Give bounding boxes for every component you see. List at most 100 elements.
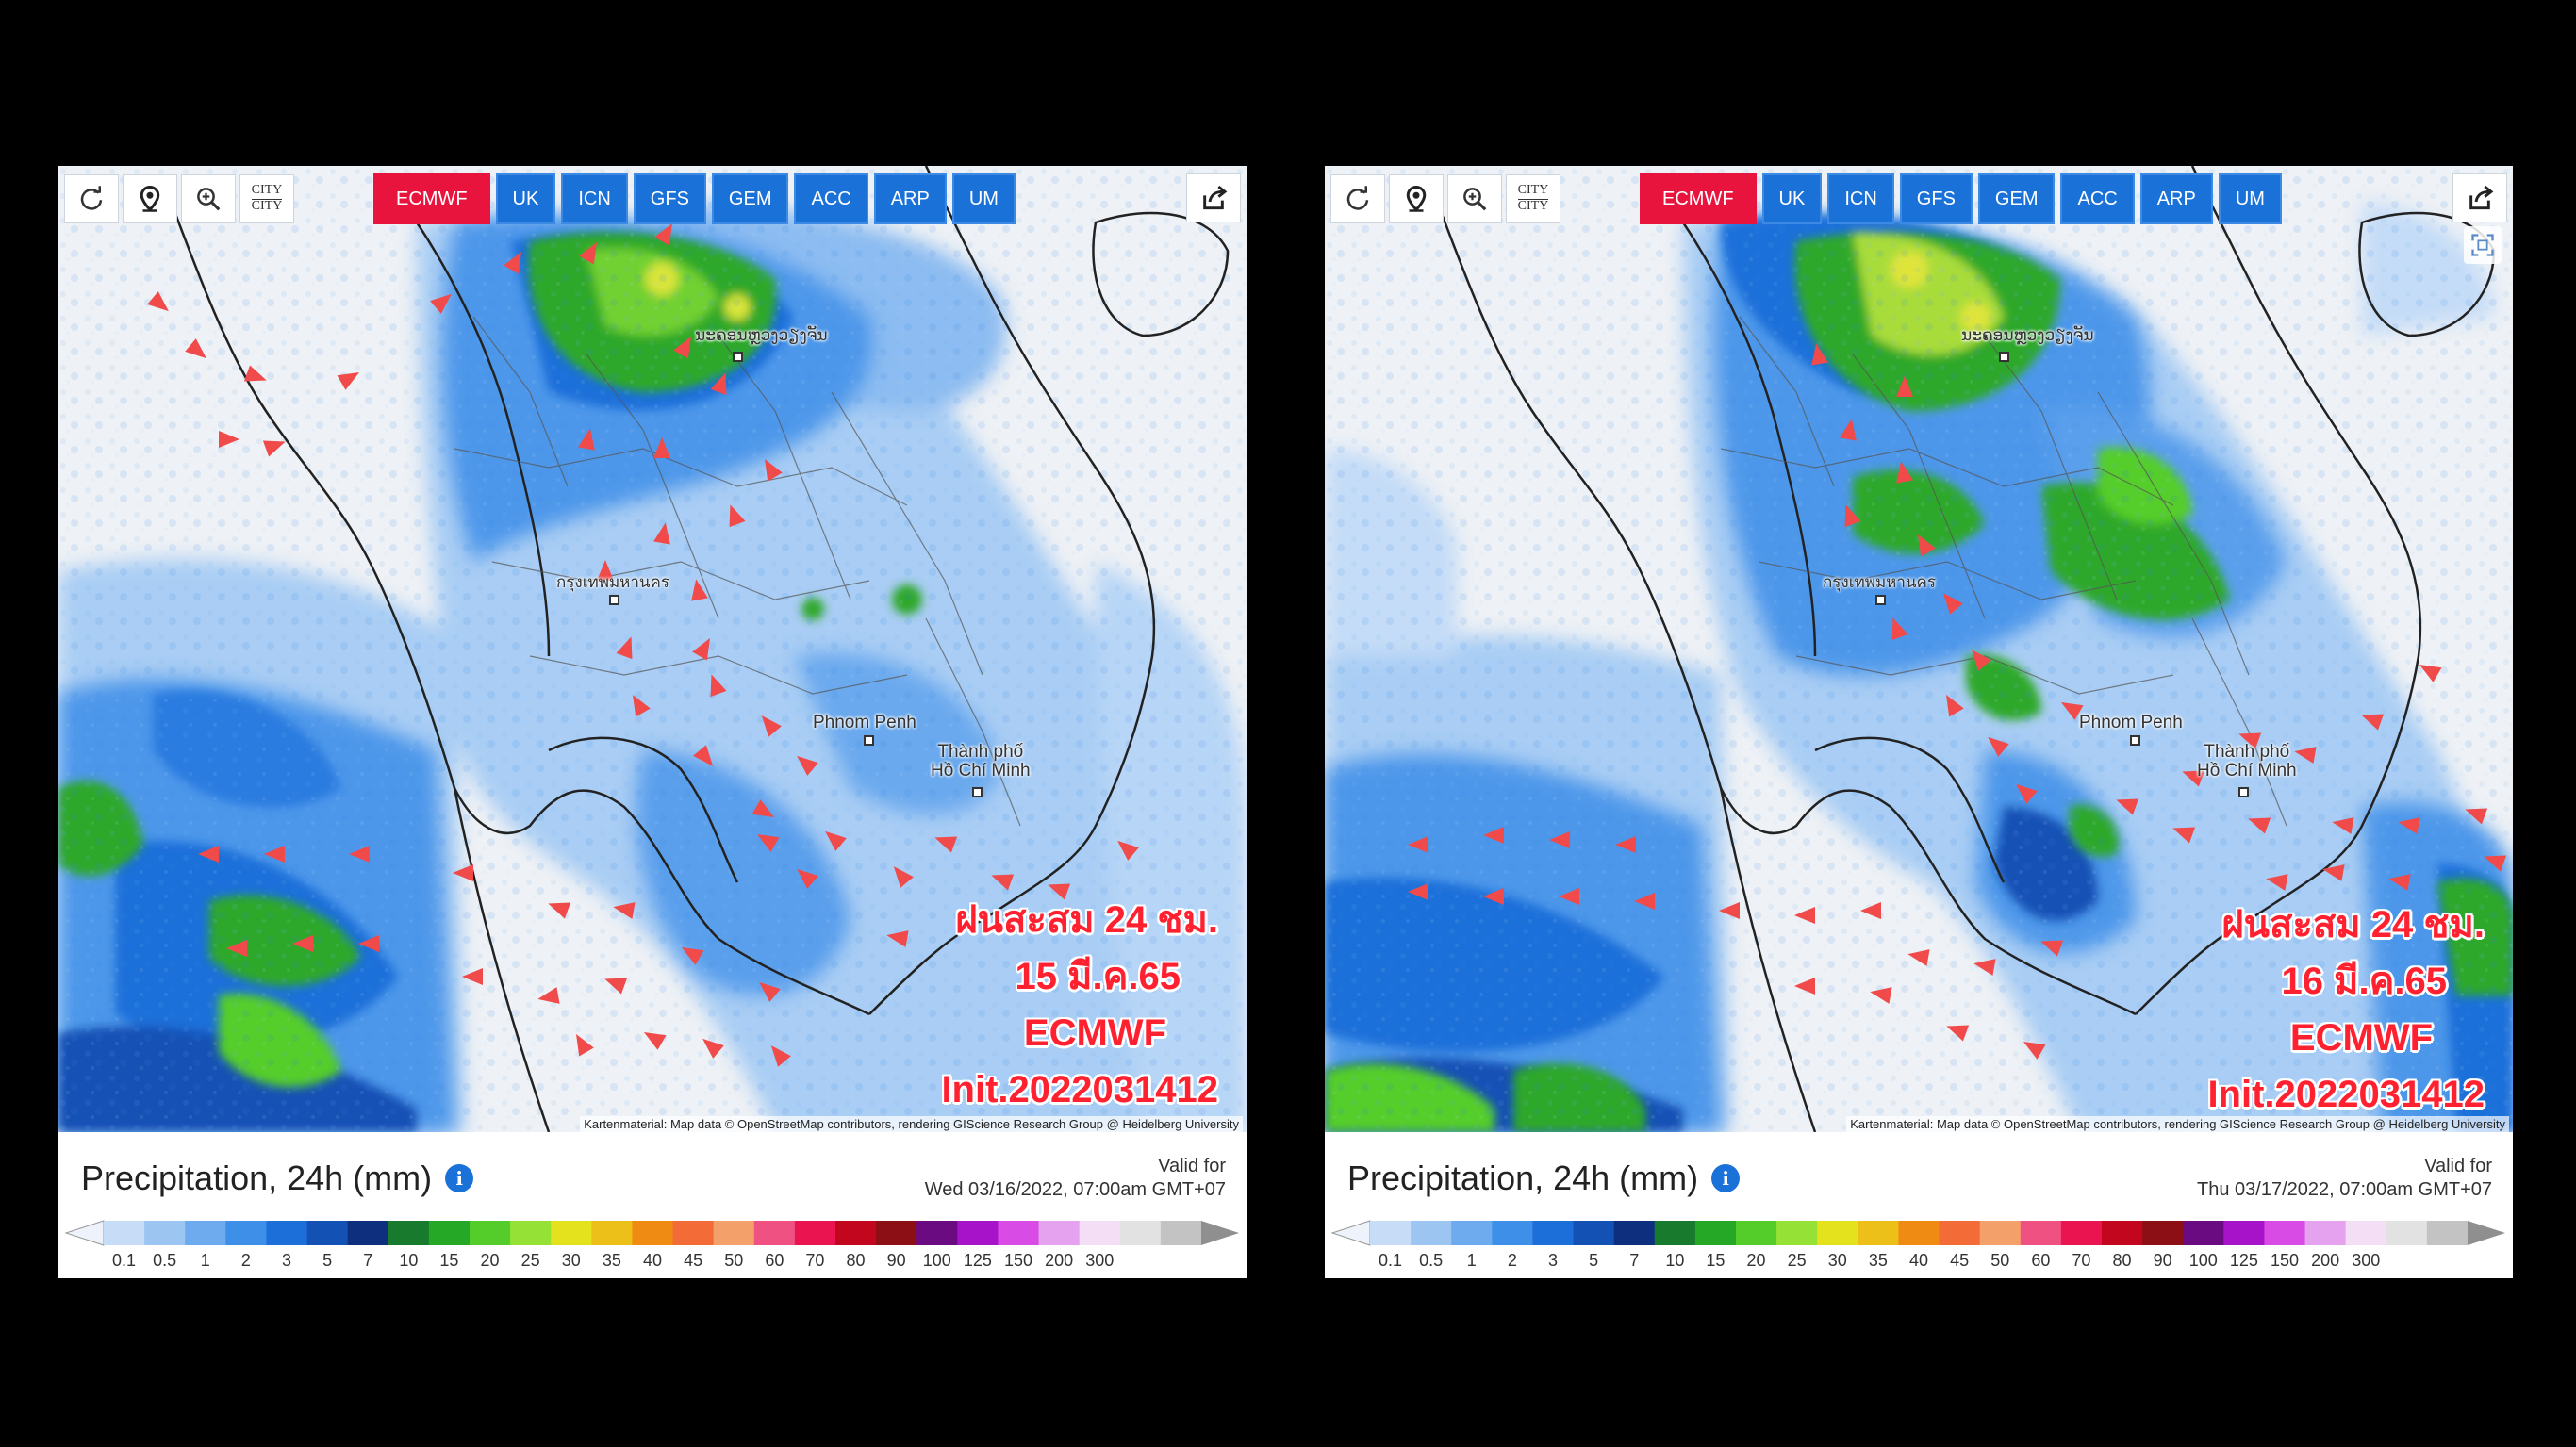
scale-swatch: [835, 1221, 877, 1245]
city-toggle-button[interactable]: CITY CITY: [239, 174, 294, 223]
zoom-in-icon: [1463, 188, 1487, 211]
zoom-button[interactable]: [1447, 174, 1502, 223]
scale-tick-label: 200: [1045, 1251, 1073, 1270]
color-scale: 0.1 0.5 1 2 3 5 7 10 15 20 25 30 35 40 45 50 60 70 80 90 100…: [1330, 1220, 2505, 1270]
legend-title: Precipitation, 24h (mm): [1347, 1159, 1699, 1197]
city-markers: [1875, 352, 2249, 797]
city-label-hcm-line1: Thành phố: [937, 742, 1024, 762]
refresh-icon: [1346, 186, 1369, 210]
scale-tick-label: 0.1: [1379, 1251, 1402, 1270]
scale-tick-label: 35: [1869, 1251, 1888, 1270]
wind-arrows: [1408, 343, 2507, 1060]
city-label-ho-chi-minh: Thành phố Hồ Chí Minh: [931, 743, 1031, 781]
scale-swatch: [1038, 1221, 1081, 1245]
location-pin-icon: [140, 185, 160, 212]
tab-acc[interactable]: ACC: [2060, 173, 2135, 224]
scale-swatch: [1736, 1221, 1777, 1245]
scale-swatch: [1858, 1221, 1899, 1245]
scale-tick-label: 3: [1548, 1251, 1558, 1270]
tab-ecmwf[interactable]: ECMWF: [1640, 173, 1757, 224]
scale-swatch: [672, 1221, 715, 1245]
scale-tick-label: 1: [201, 1251, 210, 1270]
scale-tick-label: 20: [481, 1251, 500, 1270]
fullscreen-button[interactable]: [2464, 226, 2502, 264]
refresh-button[interactable]: [64, 174, 119, 223]
tab-gem[interactable]: GEM: [711, 173, 789, 224]
scale-swatch: [794, 1221, 836, 1245]
city-label-bangkok: กรุงเทพมหานคร: [1823, 573, 1937, 591]
annotation-title: ฝนสะสม 24 ชม.: [2221, 904, 2485, 945]
scale-swatch: [2142, 1221, 2184, 1245]
city-label-phnom-penh: Phnom Penh: [813, 713, 916, 732]
model-tabs: ECMWF UK ICN GFS GEM ACC ARP UM: [1640, 173, 2282, 224]
color-scale: 0.1 0.5 1 2 3 5 7 10 15 20 25 30 35 40 45 50 60 70 80 90 100…: [64, 1220, 1239, 1270]
share-button[interactable]: [1186, 173, 1241, 222]
scale-swatch: [2304, 1221, 2347, 1245]
scale-swatch: [998, 1221, 1040, 1245]
refresh-button[interactable]: [1330, 174, 1385, 223]
tab-arp[interactable]: ARP: [873, 173, 947, 224]
valid-for-label: Valid for: [1158, 1156, 1226, 1176]
map-toolbar: CITY CITY ECMWF UK ICN GFS GEM ACC ARP UM: [1330, 170, 2282, 228]
scale-tick-label: 50: [1990, 1251, 2009, 1270]
scale-swatch: [1654, 1221, 1696, 1245]
tab-ecmwf[interactable]: ECMWF: [373, 173, 490, 224]
scale-swatch: [347, 1221, 389, 1245]
forecast-annotation: ฝนสะสม 24 ชม. 15 มี.ค.65 ECMWF Init.2022…: [941, 892, 1218, 1118]
scale-swatch: [2060, 1221, 2103, 1245]
scale-tick-label: 300: [1085, 1251, 1114, 1270]
expand-icon: [2471, 234, 2494, 256]
location-button[interactable]: [123, 174, 177, 223]
scale-swatch: [1160, 1221, 1202, 1245]
city-label-hcm-line2: Hồ Chí Minh: [2197, 761, 2297, 781]
valid-for-label: Valid for: [2424, 1156, 2492, 1176]
scale-min-arrow: [64, 1220, 105, 1246]
scale-tick-label: 50: [724, 1251, 743, 1270]
share-button[interactable]: [2452, 173, 2507, 222]
scale-swatch: [876, 1221, 917, 1245]
precipitation-legend: Precipitation, 24h (mm) i Valid for Thu …: [1325, 1132, 2513, 1278]
tab-uk[interactable]: UK: [1761, 173, 1823, 224]
tab-gfs[interactable]: GFS: [633, 173, 706, 224]
precipitation-map[interactable]: CITY CITY ECMWF UK ICN GFS GEM ACC ARP UM…: [1325, 166, 2513, 1132]
tab-gem[interactable]: GEM: [1977, 173, 2056, 224]
tab-icn[interactable]: ICN: [1827, 173, 1894, 224]
scale-tick-label: 2: [1508, 1251, 1517, 1270]
precipitation-map[interactable]: CITY CITY ECMWF UK ICN GFS GEM ACC ARP UM…: [58, 166, 1247, 1132]
forecast-panel-left: CITY CITY ECMWF UK ICN GFS GEM ACC ARP UM…: [58, 166, 1247, 1278]
map-canvas[interactable]: [58, 166, 1247, 1132]
scale-swatch: [2386, 1221, 2428, 1245]
scale-swatch: [591, 1221, 633, 1245]
city-label-vientiane: ນະຄອນຫຼວງວຽງຈັນ: [1961, 326, 2094, 344]
city-toggle-label-2: CITY: [1517, 198, 1549, 213]
scale-swatch: [2020, 1221, 2062, 1245]
scale-tick-label: 200: [2311, 1251, 2339, 1270]
scale-tick-label: 10: [399, 1251, 418, 1270]
scale-tick-label: 40: [1909, 1251, 1928, 1270]
tab-arp[interactable]: ARP: [2139, 173, 2213, 224]
scale-tick-label: 125: [964, 1251, 992, 1270]
tab-um[interactable]: UM: [951, 173, 1016, 224]
scale-tick-label: 30: [1828, 1251, 1847, 1270]
scale-tick-label: 70: [2072, 1251, 2090, 1270]
scale-swatch: [753, 1221, 796, 1245]
tab-acc[interactable]: ACC: [794, 173, 868, 224]
city-label-ho-chi-minh: Thành phố Hồ Chí Minh: [2197, 743, 2297, 781]
scale-swatch: [2426, 1221, 2469, 1245]
map-canvas[interactable]: [1325, 166, 2513, 1132]
city-toggle-button[interactable]: CITY CITY: [1506, 174, 1560, 223]
scale-swatch: [957, 1221, 999, 1245]
map-attribution: Kartenmaterial: Map data © OpenStreetMap…: [1846, 1116, 2509, 1132]
scale-tick-label: 0.5: [153, 1251, 176, 1270]
info-icon[interactable]: i: [1711, 1164, 1741, 1192]
scale-swatch: [510, 1221, 552, 1245]
location-button[interactable]: [1389, 174, 1444, 223]
tab-icn[interactable]: ICN: [561, 173, 628, 224]
tab-uk[interactable]: UK: [495, 173, 556, 224]
tab-um[interactable]: UM: [2218, 173, 2282, 224]
tab-gfs[interactable]: GFS: [1899, 173, 1973, 224]
scale-swatch: [1573, 1221, 1615, 1245]
zoom-button[interactable]: [181, 174, 236, 223]
scale-tick-label: 15: [1706, 1251, 1725, 1270]
info-icon[interactable]: i: [445, 1164, 474, 1192]
